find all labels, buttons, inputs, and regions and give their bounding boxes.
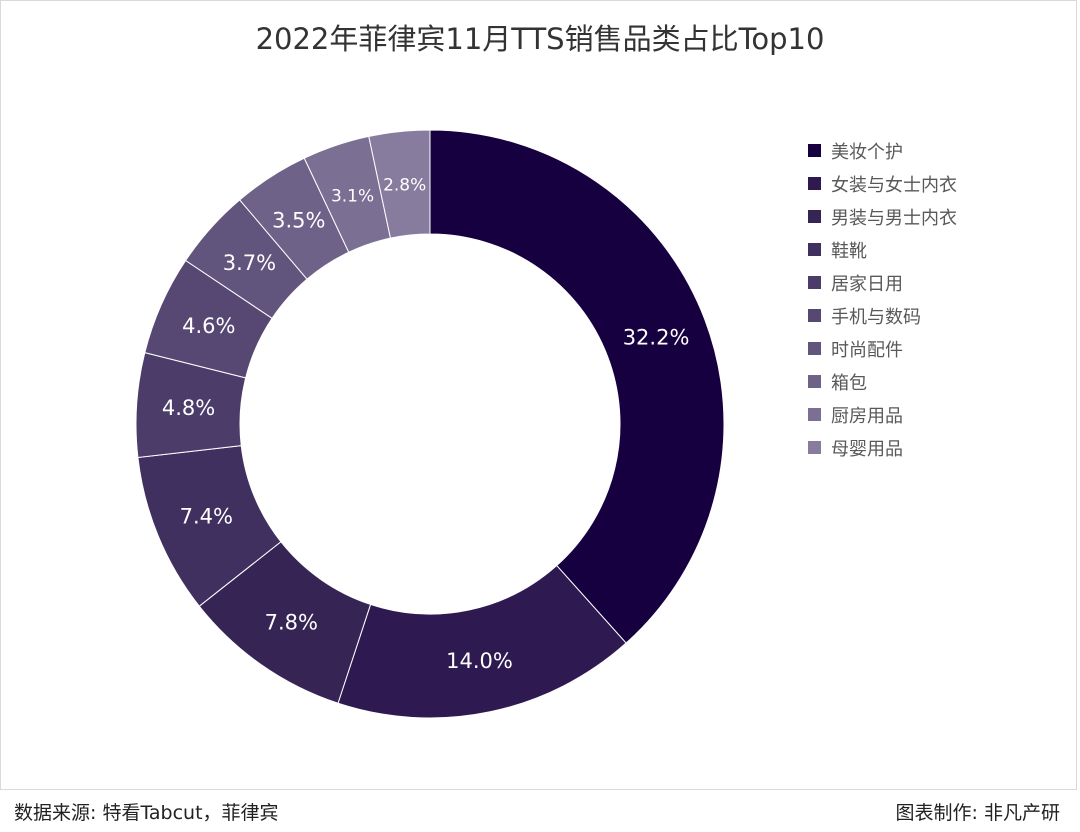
legend-item: 厨房用品	[808, 398, 957, 431]
legend-item: 母婴用品	[808, 431, 957, 464]
legend-swatch	[808, 375, 821, 388]
legend-swatch	[808, 309, 821, 322]
data-label: 14.0%	[446, 649, 513, 673]
data-label: 32.2%	[623, 326, 690, 350]
data-label: 7.4%	[180, 504, 233, 528]
data-label: 4.6%	[182, 314, 235, 338]
donut-chart: 32.2% 14.0% 7.8% 7.4% 4.8% 4.6% 3.7% 3.5% 3.1% 2.…	[135, 129, 725, 719]
legend-label: 时尚配件	[831, 339, 903, 361]
chart-credit: 图表制作: 非凡产研	[895, 802, 1060, 824]
legend-label: 箱包	[831, 372, 867, 394]
legend-label: 男装与男士内衣	[831, 207, 957, 229]
legend-item: 箱包	[808, 365, 957, 398]
chart-title: 2022年菲律宾11月TTS销售品类占比Top10	[255, 22, 825, 56]
legend-item: 手机与数码	[808, 299, 957, 332]
data-label: 3.5%	[272, 209, 325, 233]
legend-item: 美妆个护	[808, 134, 957, 167]
legend-label: 美妆个护	[831, 141, 903, 163]
donut-slice-10	[368, 129, 431, 239]
legend-swatch	[808, 441, 821, 454]
legend-item: 女装与女士内衣	[808, 167, 957, 200]
legend-swatch	[808, 276, 821, 289]
data-source: 数据来源: 特看Tabcut，菲律宾	[14, 802, 279, 824]
legend-swatch	[808, 177, 821, 190]
donut-slice-1	[429, 129, 725, 644]
legend-item: 男装与男士内衣	[808, 200, 957, 233]
legend-swatch	[808, 144, 821, 157]
legend-label: 手机与数码	[831, 306, 921, 328]
legend-swatch	[808, 210, 821, 223]
legend: 美妆个护女装与女士内衣 男装与男士内衣 鞋靴居家日用手机与数码时尚配件箱包厨房用品母…	[808, 134, 957, 464]
legend-item: 时尚配件	[808, 332, 957, 365]
data-label: 7.8%	[265, 610, 318, 634]
data-label: 3.7%	[223, 251, 276, 275]
data-label: 4.8%	[162, 396, 215, 420]
legend-label: 居家日用	[831, 273, 903, 295]
legend-item: 居家日用	[808, 266, 957, 299]
legend-label: 鞋靴	[831, 240, 867, 262]
data-label: 2.8%	[383, 175, 426, 195]
legend-label: 母婴用品	[831, 438, 903, 460]
legend-swatch	[808, 342, 821, 355]
data-label: 3.1%	[331, 187, 374, 207]
legend-swatch	[808, 408, 821, 421]
legend-label: 厨房用品	[831, 405, 903, 427]
legend-label: 女装与女士内衣	[831, 174, 957, 196]
legend-item: 鞋靴	[808, 233, 957, 266]
chart-frame	[0, 0, 1077, 790]
legend-swatch	[808, 243, 821, 256]
